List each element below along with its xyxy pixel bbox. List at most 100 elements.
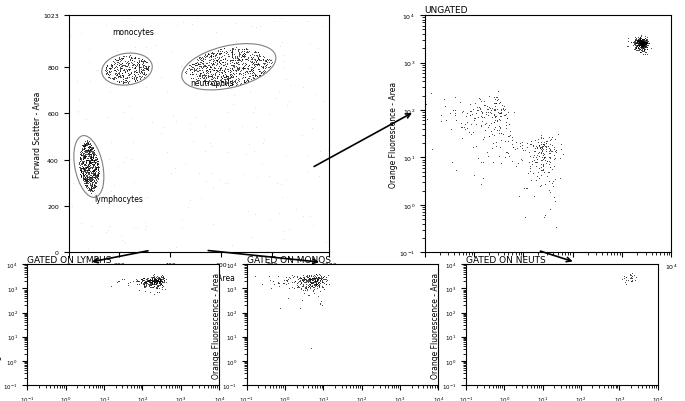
Point	[61, 382, 72, 388]
Point	[623, 36, 634, 42]
Point	[147, 274, 158, 280]
Point	[92, 158, 103, 164]
Point	[638, 45, 649, 52]
Point	[640, 36, 651, 43]
Point	[465, 249, 476, 256]
Point	[490, 101, 501, 107]
Point	[232, 65, 243, 72]
Point	[83, 163, 94, 169]
Point	[85, 176, 96, 183]
Point	[500, 249, 511, 256]
Point	[573, 249, 584, 256]
Point	[155, 382, 166, 388]
Point	[76, 164, 87, 170]
Point	[523, 382, 534, 388]
Point	[149, 271, 160, 278]
Point	[579, 249, 590, 256]
Point	[537, 144, 548, 151]
Point	[535, 382, 546, 388]
Point	[139, 282, 150, 288]
Point	[147, 382, 158, 388]
Point	[637, 41, 648, 48]
Point	[636, 42, 647, 48]
Point	[196, 68, 207, 74]
Point	[640, 40, 651, 46]
Point	[533, 143, 544, 149]
Point	[261, 57, 272, 63]
Point	[134, 77, 145, 83]
Point	[515, 382, 526, 388]
Point	[638, 42, 649, 48]
Point	[506, 249, 516, 256]
Point	[253, 73, 264, 80]
Point	[312, 277, 323, 284]
Point	[78, 382, 89, 388]
Point	[310, 275, 321, 281]
Point	[573, 249, 584, 256]
Point	[88, 174, 99, 181]
Point	[536, 157, 547, 164]
Point	[539, 140, 550, 146]
Point	[145, 382, 156, 388]
Point	[507, 382, 518, 388]
Point	[225, 69, 236, 75]
Point	[538, 136, 549, 142]
Point	[306, 283, 317, 290]
Point	[79, 154, 90, 160]
Point	[507, 158, 518, 164]
Point	[555, 155, 566, 161]
Point	[245, 90, 256, 96]
Point	[473, 249, 484, 256]
Point	[312, 285, 323, 292]
Point	[153, 382, 164, 388]
Point	[90, 170, 101, 176]
Point	[128, 69, 139, 76]
Point	[495, 125, 506, 132]
Point	[309, 279, 320, 286]
Point	[642, 38, 653, 45]
Point	[550, 249, 561, 256]
Point	[567, 249, 578, 256]
Point	[520, 249, 531, 256]
Point	[636, 44, 647, 50]
Point	[90, 184, 101, 190]
Point	[86, 181, 97, 188]
Point	[208, 57, 219, 63]
Point	[112, 64, 123, 71]
Point	[140, 59, 151, 66]
Point	[219, 60, 230, 66]
Point	[253, 57, 264, 63]
Point	[86, 151, 97, 158]
Point	[636, 41, 647, 47]
Point	[635, 43, 646, 49]
Point	[110, 71, 121, 77]
Point	[134, 66, 145, 73]
Point	[86, 142, 97, 148]
Point	[313, 284, 324, 291]
Point	[493, 249, 504, 256]
Point	[530, 137, 540, 144]
Point	[499, 382, 510, 388]
Point	[316, 382, 327, 388]
Point	[511, 382, 522, 388]
Point	[488, 95, 499, 101]
Point	[260, 59, 271, 65]
Point	[619, 275, 630, 282]
Point	[638, 48, 649, 54]
Point	[147, 382, 158, 388]
Point	[79, 176, 90, 183]
Point	[249, 72, 260, 78]
Point	[167, 49, 178, 55]
Point	[138, 382, 149, 388]
Point	[77, 382, 88, 388]
Point	[306, 382, 316, 388]
Point	[525, 382, 536, 388]
Point	[79, 177, 90, 183]
Point	[311, 382, 322, 388]
Point	[478, 249, 489, 256]
Point	[87, 145, 98, 152]
Point	[320, 276, 331, 282]
Point	[86, 161, 97, 168]
Point	[518, 382, 529, 388]
Point	[488, 127, 499, 133]
